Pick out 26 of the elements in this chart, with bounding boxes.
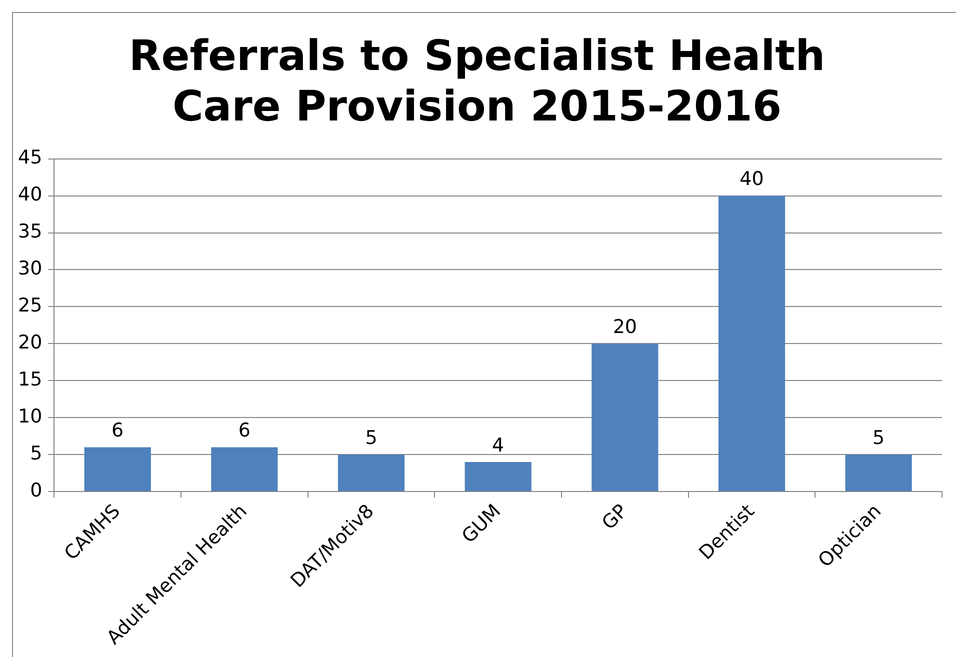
y-tick-label: 20 (18, 332, 42, 354)
y-tick-label: 45 (18, 146, 42, 169)
data-label: 6 (112, 420, 124, 442)
data-label: 6 (238, 420, 250, 442)
y-tick-label: 30 (18, 258, 42, 280)
y-tick-label: 5 (30, 442, 42, 465)
data-label: 40 (740, 168, 764, 190)
y-tick-label: 15 (18, 368, 42, 391)
bar (464, 462, 532, 492)
chart-title: Referrals to Specialist Health Care Provision 2015-2016 (128, 31, 826, 131)
data-label: 5 (872, 427, 885, 450)
bar (718, 196, 786, 492)
x-tick-label: GP (598, 500, 632, 534)
data-label: 4 (492, 434, 504, 456)
y-tick-label: 40 (18, 184, 42, 206)
bar (845, 454, 912, 492)
y-tick-label: 0 (30, 480, 42, 502)
data-label: 20 (612, 316, 638, 338)
data-label: 5 (365, 427, 378, 450)
y-tick-label: 25 (18, 294, 42, 317)
bar (84, 447, 151, 492)
bar (592, 344, 658, 492)
y-tick-label: 10 (18, 406, 42, 428)
bar (338, 454, 405, 492)
bar (211, 447, 278, 492)
y-tick-label: 35 (18, 220, 42, 243)
